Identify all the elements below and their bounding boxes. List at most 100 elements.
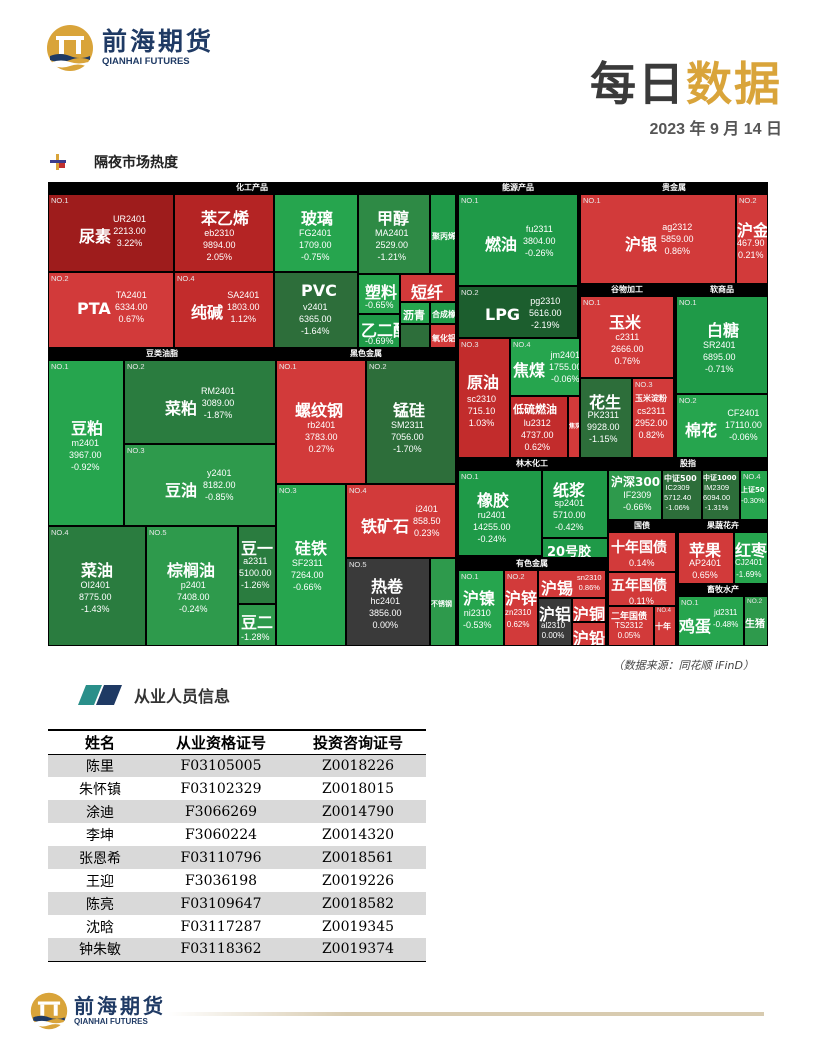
- table-row: 李坤 F3060224 Z0014320: [48, 823, 426, 846]
- tile-t2[interactable]: 二年国债 TS2312 0.05%: [608, 606, 654, 646]
- logo-mark-icon: [46, 24, 94, 72]
- tile-shortfiber[interactable]: 短纤: [400, 274, 456, 302]
- tile-lpg[interactable]: NO.2 LPG pg2310 5616.00 -2.19%: [458, 286, 578, 338]
- tile-methanol[interactable]: 甲醇 MA2401 2529.00 -1.21%: [358, 194, 430, 274]
- tile-lsfo[interactable]: 低硫燃油 lu2312 4737.00 0.62%: [510, 396, 568, 458]
- tile-zz1000[interactable]: 中证1000 IM2309 6094.00 -1.31%: [702, 470, 740, 520]
- tile-zinc[interactable]: NO.2 沪锌 zn2310 0.62%: [504, 570, 538, 646]
- tile-name: 沪铜: [573, 605, 606, 622]
- tile-cotton[interactable]: NO.2 棉花 CF2401 17110.00 -0.06%: [676, 394, 768, 458]
- tile-name: 红枣: [735, 541, 768, 560]
- tile-sugar[interactable]: NO.1 白糖 SR2401 6895.00 -0.71%: [676, 296, 768, 394]
- tile-caustic[interactable]: 氧化铝: [430, 324, 456, 348]
- table-row: 沈晗 F03117287 Z0019345: [48, 915, 426, 938]
- group-nonferrous: 有色金属: [458, 558, 606, 570]
- group-precious: 贵金属: [580, 182, 768, 194]
- tile-pulp[interactable]: 纸浆 sp2401 5710.00 -0.42%: [542, 470, 608, 538]
- section-heading-market: 隔夜市场热度: [50, 152, 178, 172]
- tile-plastic[interactable]: 塑料 -0.65%: [358, 274, 400, 314]
- tile-gold[interactable]: NO.2 沪金 467.90 0.21%: [736, 194, 768, 284]
- tile-egg[interactable]: NO.1 鸡蛋 jd2311 -0.48%: [678, 596, 744, 646]
- tile-name: 沪深300: [611, 475, 661, 489]
- tile-soy1[interactable]: 豆一 a2311 5100.00 -1.26%: [238, 526, 276, 604]
- cell-consult: Z0019374: [290, 938, 426, 962]
- tile-nr20[interactable]: 20号胶: [542, 538, 608, 558]
- tile-nickel[interactable]: NO.1 沪镍 ni2310 -0.53%: [458, 570, 504, 646]
- cell-consult: Z0019226: [290, 869, 426, 892]
- tile-mnsi[interactable]: NO.2 锰硅 SM2311 7056.00 -1.70%: [366, 360, 456, 484]
- tile-asphalt[interactable]: 沥青: [400, 302, 430, 324]
- tile-cornstarch[interactable]: NO.3 玉米淀粉 cs2311 2952.00 0.82%: [632, 378, 674, 458]
- tile-corn[interactable]: NO.1 玉米 c2311 2666.00 0.76%: [580, 296, 674, 378]
- tile-palm[interactable]: NO.5 棕榈油 p2401 7408.00 -0.24%: [146, 526, 238, 646]
- page-title: 每日数据: [590, 48, 782, 114]
- cell-consult: Z0014320: [290, 823, 426, 846]
- tile-rubber[interactable]: NO.1 橡胶 ru2401 14255.00 -0.24%: [458, 470, 542, 556]
- tile-sz50[interactable]: NO.4 上证50 -0.30%: [740, 470, 768, 520]
- tile-eg[interactable]: 乙二醇 -0.69%: [358, 314, 400, 348]
- logo-en: QIANHAI FUTURES: [102, 56, 190, 67]
- tile-iron[interactable]: NO.4 铁矿石 i2401 858.50 0.23%: [346, 484, 456, 558]
- cell-name: 涂迪: [48, 800, 152, 823]
- tile-fuoil[interactable]: NO.1 燃油 fu2311 3804.00 -0.26%: [458, 194, 578, 286]
- tile-t5[interactable]: 五年国债 0.11%: [608, 572, 676, 606]
- tile-soda[interactable]: NO.4 纯碱 SA2401 1803.00 1.12%: [174, 272, 274, 348]
- tile-pta[interactable]: NO.2 PTA TA2401 6334.00 0.67%: [48, 272, 174, 348]
- tile-coal[interactable]: 焦炭: [568, 396, 580, 458]
- tile-name: 甲醇: [377, 209, 410, 228]
- tile-peanut[interactable]: 花生 PK2311 9928.00 -1.15%: [580, 378, 632, 458]
- tile-silver[interactable]: NO.1 沪银 ag2312 5859.00 0.86%: [580, 194, 736, 284]
- group-forest: 林木化工: [458, 458, 606, 470]
- tile-copper[interactable]: 沪铜: [572, 598, 606, 622]
- tile-soymeal[interactable]: NO.1 豆粕 m2401 3967.00 -0.92%: [48, 360, 124, 526]
- footer-divider: [168, 1012, 764, 1016]
- group-livestock: 畜牧水产: [678, 584, 768, 596]
- group-grain: 谷物加工: [580, 284, 674, 296]
- tile-jujube[interactable]: 红枣 CJ2401 -1.69%: [734, 532, 768, 584]
- cell-consult: Z0018582: [290, 892, 426, 915]
- tile-rubber20[interactable]: 合成橡胶: [430, 302, 456, 324]
- tile-rapemeal[interactable]: NO.2 菜粕 RM2401 3089.00 -1.87%: [124, 360, 276, 444]
- tile-hs300[interactable]: 沪深300 IF2309 -0.66%: [608, 470, 662, 520]
- tile-pvc[interactable]: PVC v2401 6365.00 -1.64%: [274, 272, 358, 348]
- tile-soy2[interactable]: 豆二 -1.28%: [238, 604, 276, 646]
- tile-rebar[interactable]: NO.1 螺纹钢 rb2401 3783.00 0.27%: [276, 360, 366, 484]
- tile-rapeoil[interactable]: NO.4 菜油 OI2401 8775.00 -1.43%: [48, 526, 146, 646]
- group-equity: 股指: [608, 458, 768, 470]
- tile-crude[interactable]: NO.3 原油 sc2310 715.10 1.03%: [458, 338, 510, 458]
- tile-alu[interactable]: 沪铝 al2310 0.00%: [538, 598, 572, 646]
- tile-name: 玉米: [609, 313, 642, 332]
- tile-fesi[interactable]: NO.3 硅铁 SF2311 7264.00 -0.66%: [276, 484, 346, 646]
- tile-name: 尿素: [79, 227, 112, 246]
- tile-coke[interactable]: NO.4 焦煤 jm2401 1755.00 -0.06%: [510, 338, 580, 396]
- tile-tin[interactable]: 沪锡 sn2310 0.86%: [538, 570, 606, 598]
- tile-apple[interactable]: 苹果 AP2401 0.65%: [678, 532, 734, 584]
- tile-name: 铁矿石: [361, 517, 410, 536]
- tile-urea[interactable]: NO.1 尿素 UR2401 2213.00 3.22%: [48, 194, 174, 272]
- tile-stainless[interactable]: 不锈钢: [430, 558, 456, 646]
- tile-lead[interactable]: 沪铅: [572, 622, 606, 646]
- title-part2: 数据: [686, 57, 782, 111]
- tile-name: 燃油: [485, 235, 518, 254]
- tile-name: 中证1000: [703, 474, 737, 482]
- col-header: 姓名: [48, 729, 152, 755]
- tile-name: 塑料: [365, 283, 398, 302]
- tile-pp[interactable]: 聚丙烯: [430, 194, 456, 274]
- table-header-row: 姓名 从业资格证号 投资咨询证号: [48, 729, 426, 755]
- tile-name: 棉花: [685, 421, 718, 440]
- tile-hotcoil[interactable]: NO.5 热卷 hc2401 3856.00 0.00%: [346, 558, 430, 646]
- footer-logo: 前海期货 QIANHAI FUTURES: [30, 992, 166, 1030]
- group-energy: 能源产品: [458, 182, 578, 194]
- tile-glass[interactable]: 玻璃 FG2401 1709.00 -0.75%: [274, 194, 358, 272]
- tile-soyoil[interactable]: NO.3 豆油 y2401 8182.00 -0.85%: [124, 444, 276, 526]
- tile-t10[interactable]: 十年国债 0.14%: [608, 532, 676, 572]
- tile-t30[interactable]: NO.4 十年: [654, 606, 676, 646]
- tile-name: 豆二: [241, 613, 274, 632]
- tile-hog[interactable]: NO.2 生猪: [744, 596, 768, 646]
- tile-zz500[interactable]: 中证500 IC2309 5712.40 -1.06%: [662, 470, 702, 520]
- tile-chem-misc[interactable]: [400, 324, 430, 348]
- tile-name: 沪锡: [541, 579, 574, 598]
- section-heading-staff: 从业人员信息: [78, 683, 230, 707]
- tile-styrene[interactable]: 苯乙烯 eb2310 9894.00 2.05%: [174, 194, 274, 272]
- bullet-icon: [50, 154, 66, 170]
